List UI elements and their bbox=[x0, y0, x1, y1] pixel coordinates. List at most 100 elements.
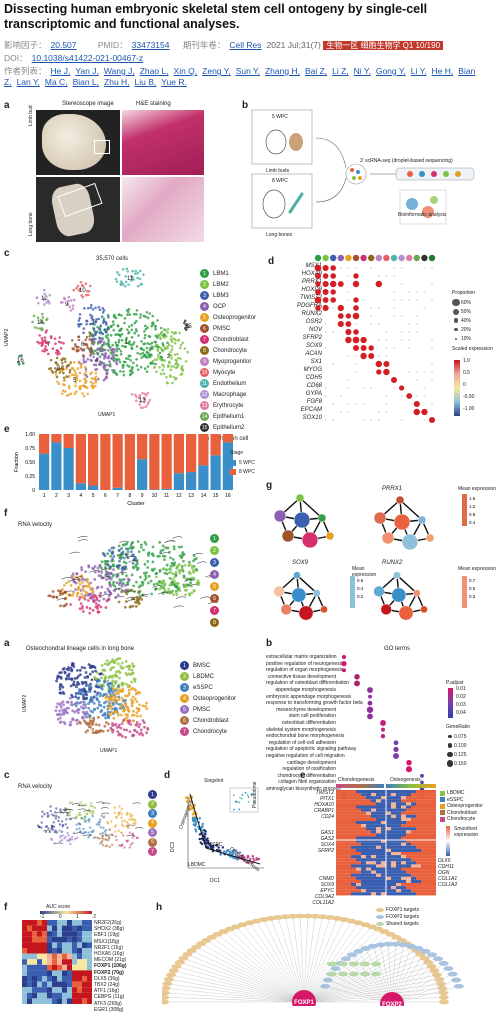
tf-heatmap-cell bbox=[37, 981, 42, 988]
heatmap-cell bbox=[366, 839, 371, 843]
cluster-legend-dot: 9 bbox=[200, 357, 209, 366]
dot-plot-dot bbox=[415, 379, 418, 381]
doi-link[interactable]: 10.1038/s41422-021-00467-z bbox=[31, 53, 144, 63]
journal-link[interactable]: Cell Res bbox=[229, 40, 262, 50]
author-link[interactable]: Zhang H, bbox=[264, 66, 300, 76]
umap-point bbox=[140, 356, 144, 359]
author-link[interactable]: Bai Z, bbox=[304, 66, 328, 76]
heatmap-type-label: eSSPC bbox=[447, 796, 464, 803]
go-dot bbox=[405, 766, 413, 773]
cluster-legend-label: Chondroblast bbox=[213, 336, 249, 343]
scaled-colorbar bbox=[454, 360, 460, 416]
auc-colorbar bbox=[40, 911, 92, 914]
go-dot bbox=[368, 694, 372, 699]
umap-point bbox=[83, 307, 86, 310]
umap-point bbox=[109, 364, 112, 368]
tf-list: NR2F2(26g) SHOX2 (38g) EBF1 (19g) MSX1(18g)… bbox=[94, 920, 154, 1013]
dot-plot-dot bbox=[383, 361, 390, 367]
tf-heatmap-cell bbox=[72, 970, 77, 976]
heatmap-cell bbox=[391, 870, 396, 874]
heatmap-cell bbox=[416, 793, 421, 797]
author-link[interactable]: Xin Q, bbox=[173, 66, 198, 76]
tf-heatmap-cell bbox=[57, 931, 62, 937]
author-link[interactable]: He H, bbox=[431, 66, 454, 76]
heatmap-cell bbox=[346, 805, 351, 809]
osteo-umap-point bbox=[84, 681, 88, 684]
osteo-umap-point bbox=[139, 728, 143, 732]
velocity-point bbox=[95, 598, 99, 602]
heatmap-cell bbox=[391, 811, 396, 815]
pseudotime-inset-point bbox=[246, 793, 249, 796]
osteo-umap-point bbox=[122, 700, 126, 704]
author-link[interactable]: Bian Z, bbox=[4, 66, 476, 87]
heatmap-cell bbox=[361, 848, 366, 852]
velocity2-point bbox=[113, 806, 117, 809]
author-link[interactable]: Lan Y, bbox=[16, 77, 40, 87]
bar-5wpc bbox=[112, 487, 123, 490]
author-link[interactable]: Ni Y, bbox=[353, 66, 371, 76]
velocity-point bbox=[172, 593, 175, 596]
author-link[interactable]: He J, bbox=[50, 66, 71, 76]
slingshot-point bbox=[201, 842, 204, 846]
osteo-umap-point bbox=[72, 680, 76, 684]
umap-point bbox=[122, 360, 126, 364]
author-link[interactable]: Ma C, bbox=[44, 77, 68, 87]
heatmap-cell bbox=[371, 796, 376, 800]
velocity-point bbox=[117, 587, 121, 591]
osteo-type-legend-item: 3 eSSPC bbox=[180, 682, 260, 693]
author-link[interactable]: Bian L, bbox=[72, 77, 100, 87]
generatio-legend-dot bbox=[447, 751, 453, 758]
pmid-link[interactable]: 33473154 bbox=[131, 40, 170, 50]
umap-point bbox=[89, 313, 92, 317]
heatmap-cell bbox=[391, 852, 396, 856]
heatmap-cell bbox=[426, 802, 431, 806]
author-link[interactable]: Sun Y, bbox=[235, 66, 260, 76]
heatmap-cell bbox=[376, 814, 381, 818]
author-link[interactable]: Yue R. bbox=[161, 77, 187, 87]
foxp1-edge bbox=[171, 974, 305, 1003]
author-link[interactable]: Zhao L, bbox=[139, 66, 169, 76]
velocity2-point bbox=[126, 826, 130, 830]
he-title: H&E staining bbox=[136, 101, 171, 107]
box-5wpc bbox=[251, 109, 313, 165]
author-link[interactable]: Li Y, bbox=[410, 66, 427, 76]
dot-plot-dot bbox=[393, 315, 395, 317]
heatmap-cell bbox=[411, 793, 416, 797]
heatmap-cell bbox=[431, 886, 436, 890]
slingshot-point bbox=[211, 844, 214, 848]
heatmap-cell bbox=[376, 855, 381, 859]
heatmap-cell bbox=[431, 883, 436, 887]
author-link[interactable]: Yan J, bbox=[75, 66, 99, 76]
umap-point bbox=[61, 392, 64, 395]
heatmap-cell bbox=[351, 824, 356, 828]
foxp2-target-node bbox=[383, 941, 394, 947]
heatmap-cell bbox=[411, 830, 416, 834]
author-link[interactable]: Zeng Y, bbox=[202, 66, 231, 76]
author-link[interactable]: Gong Y, bbox=[375, 66, 406, 76]
osteo-umap-point bbox=[76, 668, 79, 672]
heatmap-gene-label-right: DLX5 bbox=[438, 858, 451, 864]
velocity-streamline bbox=[89, 570, 100, 573]
heatmap-cell bbox=[366, 858, 371, 862]
velocity-point bbox=[137, 550, 141, 554]
velocity2-point bbox=[128, 831, 132, 834]
heatmap-cell bbox=[346, 870, 351, 874]
velocity2-point bbox=[84, 820, 87, 823]
heatmap-cell bbox=[401, 790, 406, 794]
umap-point bbox=[144, 333, 147, 337]
author-link[interactable]: Liu B, bbox=[134, 77, 157, 87]
cluster-legend-item: 5 Osteoprogenitor bbox=[200, 312, 270, 323]
impact-value[interactable]: 20.507 bbox=[50, 40, 77, 50]
umap-point bbox=[78, 322, 81, 326]
dot-plot-dot bbox=[332, 307, 335, 309]
osteo-umap-point bbox=[88, 714, 92, 717]
velocity-streamline bbox=[118, 553, 130, 557]
dot-plot-dot bbox=[315, 305, 321, 311]
author-link[interactable]: Wang J, bbox=[103, 66, 135, 76]
go-term-label: collagen fibril organization bbox=[278, 779, 336, 786]
author-link[interactable]: Zhu H, bbox=[104, 77, 130, 87]
author-link[interactable]: Li Z, bbox=[332, 66, 349, 76]
umap-point bbox=[161, 358, 165, 362]
foxp1-target-node bbox=[438, 990, 449, 996]
umap-point bbox=[110, 357, 113, 360]
